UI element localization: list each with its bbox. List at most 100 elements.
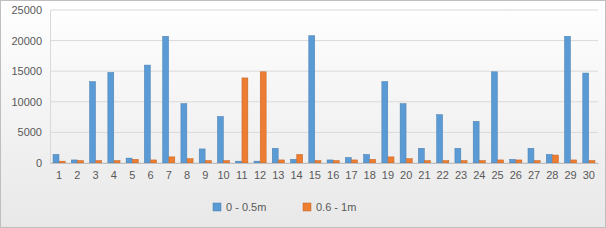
bar <box>528 148 534 163</box>
bar <box>59 161 65 163</box>
tick: 18 <box>364 163 376 181</box>
bar <box>516 160 522 163</box>
tick: 24 <box>473 163 485 181</box>
tick: 25 <box>491 163 503 181</box>
tick-label: 23 <box>455 169 467 181</box>
bar <box>589 161 595 163</box>
tick-label: 6 <box>147 169 153 181</box>
tick-label: 11 <box>236 169 247 181</box>
tick-label: 20000 <box>11 35 42 47</box>
tick-label: 18 <box>364 169 376 181</box>
tick: 16 <box>327 163 339 181</box>
bar <box>552 155 558 163</box>
bar <box>327 160 333 163</box>
tick-label: 10000 <box>11 96 42 108</box>
bar <box>461 161 467 163</box>
bar <box>260 72 266 163</box>
bar <box>78 161 84 163</box>
tick: 29 <box>564 163 576 181</box>
bar <box>583 73 589 163</box>
legend-item: 0 - 0.5m <box>213 201 266 213</box>
bar <box>364 154 370 163</box>
grid-line <box>50 132 598 133</box>
tick: 7 <box>166 163 172 181</box>
bars <box>53 36 595 163</box>
tick-label: 1 <box>56 169 62 181</box>
tick: 10000 <box>11 96 50 108</box>
tick: 4 <box>111 163 117 181</box>
tick: 11 <box>236 163 247 181</box>
tick: 28 <box>546 163 558 181</box>
tick-label: 24 <box>473 169 485 181</box>
background <box>1 1 606 228</box>
x-axis: 1234567891011121314151617181920212223242… <box>51 163 599 181</box>
bar <box>565 36 571 163</box>
tick-label: 28 <box>546 169 558 181</box>
bar <box>181 104 187 163</box>
bar <box>345 157 351 163</box>
tick-label: 14 <box>290 169 302 181</box>
bar <box>126 158 132 163</box>
bar <box>90 82 96 163</box>
series <box>59 72 595 163</box>
tick-label: 22 <box>437 169 449 181</box>
bar <box>53 154 59 163</box>
bar <box>382 82 388 163</box>
bar <box>236 161 242 163</box>
tick: 2 <box>74 163 80 181</box>
bar <box>333 161 339 163</box>
bar <box>278 160 284 163</box>
bar <box>455 148 461 163</box>
tick: 1 <box>56 163 62 181</box>
bar <box>510 159 516 163</box>
tick-label: 5 <box>129 169 135 181</box>
tick-label: 19 <box>382 169 394 181</box>
bar <box>315 161 321 163</box>
tick-label: 17 <box>345 169 357 181</box>
bar <box>534 161 540 163</box>
tick: 17 <box>345 163 357 181</box>
bar <box>491 72 497 163</box>
tick-label: 4 <box>111 169 117 181</box>
tick: 27 <box>528 163 540 181</box>
bar <box>217 116 223 163</box>
tick: 20 <box>400 163 412 181</box>
axis-line <box>50 11 51 164</box>
bar <box>498 160 504 163</box>
tick: 13 <box>272 163 284 181</box>
tick: 9 <box>202 163 208 181</box>
y-axis: 0500010000150002000025000 <box>11 4 50 169</box>
tick-label: 29 <box>564 169 576 181</box>
bar <box>187 159 193 163</box>
bar <box>254 161 260 163</box>
tick: 5000 <box>18 126 50 138</box>
tick: 21 <box>418 163 430 181</box>
tick-label: 9 <box>202 169 208 181</box>
legend-label: 0.6 - 1m <box>316 201 356 213</box>
tick: 25000 <box>11 4 50 16</box>
tick: 15 <box>309 163 321 181</box>
tick: 5 <box>129 163 135 181</box>
bar <box>291 159 297 163</box>
tick: 30 <box>583 163 595 181</box>
bar <box>388 157 394 163</box>
bar <box>169 157 175 163</box>
bar <box>406 159 412 163</box>
bar <box>425 161 431 163</box>
grid-line <box>50 71 598 72</box>
tick-label: 21 <box>418 169 430 181</box>
tick: 19 <box>382 163 394 181</box>
tick-label: 30 <box>583 169 595 181</box>
legend-swatch <box>303 203 311 211</box>
tick: 3 <box>93 163 99 181</box>
bar <box>370 159 376 163</box>
tick-label: 13 <box>272 169 284 181</box>
legend-swatch <box>213 203 221 211</box>
series <box>53 36 589 163</box>
tick-label: 12 <box>254 169 266 181</box>
bar <box>443 161 449 163</box>
tick-label: 27 <box>528 169 540 181</box>
legend-item: 0.6 - 1m <box>303 201 356 213</box>
tick-label: 15 <box>309 169 321 181</box>
bar <box>309 36 315 163</box>
